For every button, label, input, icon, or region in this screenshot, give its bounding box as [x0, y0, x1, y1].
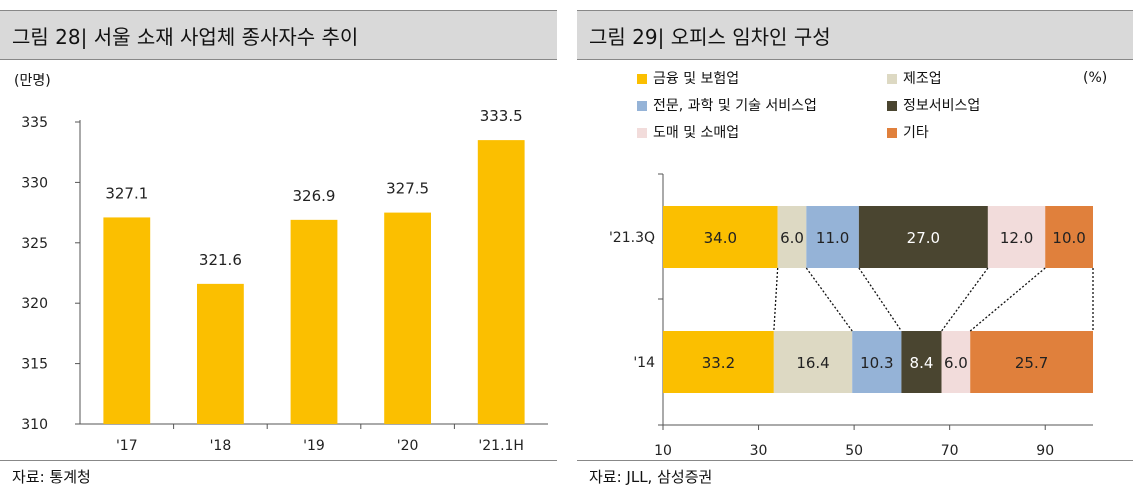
left-panel: 그림 28| 서울 소재 사업체 종사자수 추이 (만명) 310 315 320 3…	[0, 0, 557, 503]
right-stacked-segment	[901, 331, 942, 393]
left-y-tick-label: 330	[21, 175, 48, 191]
right-x-tick-label: 30	[750, 443, 768, 459]
right-category-label: '21.3Q	[609, 230, 655, 246]
right-connector-line	[969, 267, 1046, 332]
legend-swatch	[887, 128, 897, 138]
left-source-divider	[0, 460, 557, 461]
right-title-bar: 그림 29| 오피스 임차인 구성	[577, 10, 1133, 60]
right-segment-value-label: 27.0	[907, 229, 940, 247]
right-stacked-segment	[663, 206, 778, 268]
left-source: 자료: 통계청	[12, 468, 91, 486]
legend-swatch	[637, 101, 647, 111]
right-segment-value-label: 8.4	[910, 354, 934, 372]
legend-swatch	[637, 74, 647, 84]
left-y-tick-label: 325	[21, 236, 48, 252]
left-y-tick-label: 310	[21, 417, 48, 433]
right-segment-value-label: 10.0	[1052, 229, 1085, 247]
right-stacked-segment	[773, 331, 853, 393]
left-y-tick-label: 320	[21, 296, 48, 312]
right-connector-line	[941, 267, 989, 332]
left-x-tick-label: '19	[303, 438, 325, 454]
right-chart-title: 그림 29| 오피스 임차인 구성	[589, 25, 831, 49]
left-bar	[477, 140, 525, 424]
left-x-tick-label: '20	[397, 438, 419, 454]
left-chart-title: 그림 28| 서울 소재 사업체 종사자수 추이	[12, 25, 359, 49]
left-bar-value-label: 326.9	[293, 187, 336, 205]
left-title-bar: 그림 28| 서울 소재 사업체 종사자수 추이	[0, 10, 557, 60]
right-segment-value-label: 12.0	[1000, 229, 1033, 247]
right-x-tick-label: 70	[941, 443, 959, 459]
right-segment-value-label: 34.0	[704, 229, 737, 247]
right-segment-value-label: 11.0	[816, 229, 849, 247]
right-segment-value-label: 16.4	[796, 354, 829, 372]
right-stacked-segment	[987, 206, 1046, 268]
left-x-tick-label: '17	[116, 438, 138, 454]
legend-label: 제조업	[903, 71, 942, 87]
right-stacked-segment	[1045, 206, 1093, 268]
left-bar-value-label: 333.5	[480, 107, 523, 125]
right-connector-line	[805, 267, 853, 332]
left-x-tick-label: '21.1H	[478, 438, 524, 454]
left-y-tick-label: 315	[21, 357, 48, 373]
legend-swatch	[887, 74, 897, 84]
legend-swatch	[637, 128, 647, 138]
right-source: 자료: JLL, 삼성증권	[589, 468, 713, 486]
left-y-tick-label: 335	[21, 115, 48, 131]
right-stacked-segment	[852, 331, 902, 393]
right-stacked-segment	[970, 331, 1093, 393]
right-x-tick-label: 50	[845, 443, 863, 459]
left-bar	[197, 283, 244, 424]
legend-label: 정보서비스업	[903, 98, 981, 114]
left-unit-label: (만명)	[14, 73, 51, 89]
right-segment-value-label: 6.0	[944, 354, 968, 372]
right-stacked-bar-chart: 10 30 50 70 90 '21.3Q 34.0 6.0 11.0 27.0 12.0 10.0 '…	[609, 173, 1094, 459]
legend-label: 도매 및 소매업	[653, 125, 740, 141]
left-x-tick-label: '18	[210, 438, 232, 454]
right-connector-line	[858, 267, 902, 332]
legend-label: 전문, 과학 및 기술 서비스업	[653, 98, 817, 114]
legend-label: 금융 및 보험업	[653, 71, 740, 87]
right-segment-value-label: 25.7	[1015, 354, 1048, 372]
right-x-tick-label: 90	[1036, 443, 1054, 459]
right-stacked-segment	[858, 206, 988, 268]
right-segment-value-label: 6.0	[780, 229, 804, 247]
left-bar-value-label: 327.1	[105, 184, 148, 202]
right-stacked-segment	[806, 206, 859, 268]
left-bar	[290, 219, 338, 424]
right-x-tick-label: 10	[654, 443, 672, 459]
left-bar	[384, 212, 431, 424]
left-bar-chart: 310 315 320 325 330 335 327.1 '17 321.6 '18 326.9 '…	[21, 107, 548, 454]
right-source-divider	[577, 460, 1133, 461]
legend-swatch	[887, 101, 897, 111]
legend-label: 기타	[903, 125, 929, 141]
right-stacked-segment	[777, 206, 807, 268]
right-stacked-segment	[941, 331, 971, 393]
left-bar-value-label: 321.6	[199, 251, 242, 269]
right-segment-value-label: 33.2	[702, 354, 735, 372]
right-category-label: '14	[633, 355, 655, 371]
right-connector-line	[773, 267, 779, 332]
right-unit-label: (%)	[1083, 70, 1108, 86]
right-stacked-segment	[663, 331, 774, 393]
left-bar	[103, 217, 151, 424]
left-bar-value-label: 327.5	[386, 180, 429, 198]
right-segment-value-label: 10.3	[860, 354, 893, 372]
